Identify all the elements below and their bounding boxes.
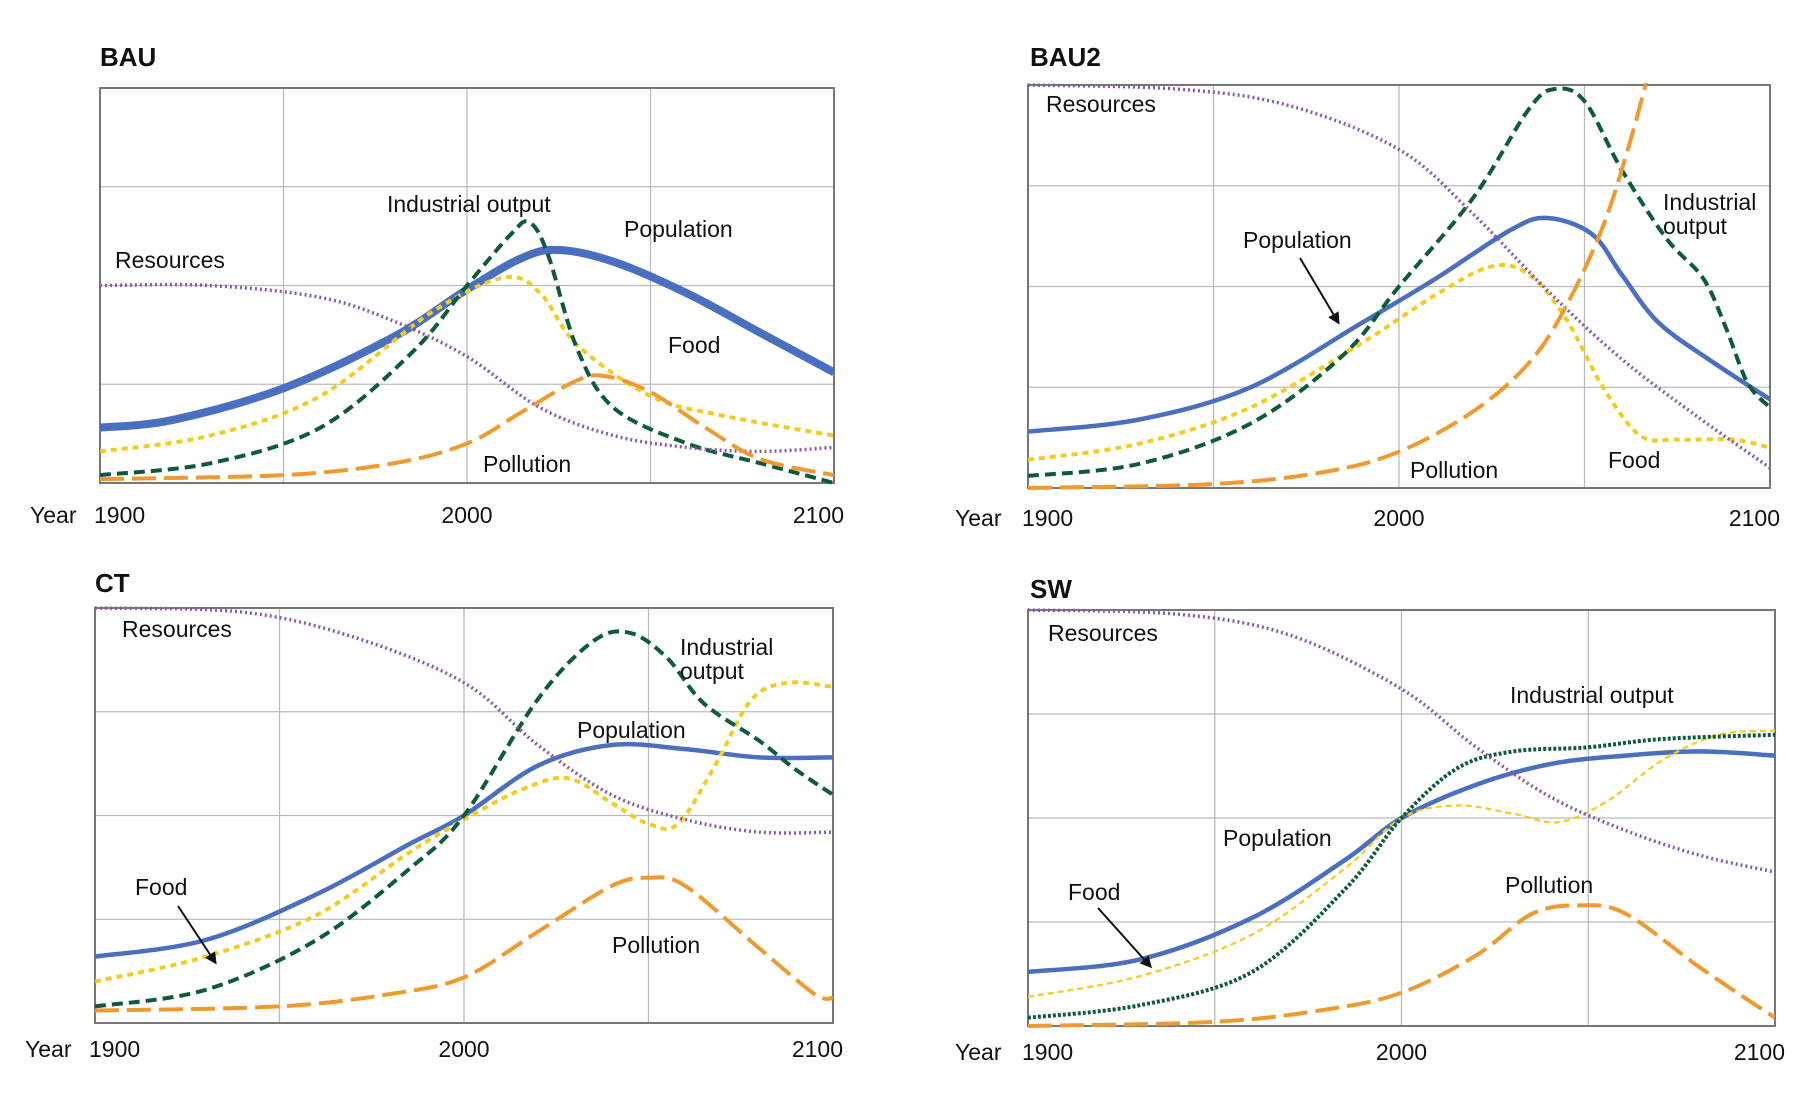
x-tick-label: 2000 xyxy=(1373,505,1424,531)
pointer-arrow xyxy=(177,905,217,965)
panel-bau: BAU Year 1900 2000 2100 Resources Industrial o… xyxy=(30,42,844,528)
x-tick-label: 2100 xyxy=(792,1036,843,1062)
curve-label-population: Population xyxy=(1223,825,1332,851)
series-food xyxy=(100,274,834,454)
series-food xyxy=(95,680,833,984)
panel-title: BAU2 xyxy=(1030,42,1101,72)
curve-label-resources: Resources xyxy=(115,247,225,273)
x-tick-label: 2100 xyxy=(793,502,844,528)
curve-label-food: Food xyxy=(1068,879,1120,905)
series-pollution xyxy=(1028,903,1775,1028)
curve-label-population: Population xyxy=(1243,227,1352,253)
x-axis-label: Year xyxy=(955,1039,1002,1065)
panel-sw: SW Year 1900 2000 2100 Resources Industrial ou… xyxy=(955,574,1785,1065)
panel-title: BAU xyxy=(100,42,156,72)
x-axis-label: Year xyxy=(955,505,1002,531)
x-tick-label: 1900 xyxy=(1022,1039,1073,1065)
series-pollution xyxy=(95,875,833,1013)
series-resources xyxy=(95,606,833,835)
x-axis-label: Year xyxy=(25,1036,72,1062)
panel-bau2: BAU2 Year 1900 2000 2100 Resources Industrialo… xyxy=(955,42,1780,531)
curve-label-industrial-output: Industrial xyxy=(680,634,773,660)
plot-frame xyxy=(1027,609,1776,1027)
x-tick-label: 1900 xyxy=(94,502,145,528)
series-population xyxy=(1028,215,1770,434)
panel-title: SW xyxy=(1030,574,1072,604)
x-tick-label: 2100 xyxy=(1729,505,1780,531)
pointer-arrow xyxy=(1299,257,1340,325)
plot-frame xyxy=(1027,84,1771,489)
curve-label-resources: Resources xyxy=(1048,620,1158,646)
series-group xyxy=(1028,83,1770,490)
curve-label-industrial-output-line2: output xyxy=(680,658,745,684)
curve-label-industrial-output-line2: output xyxy=(1663,213,1728,239)
x-tick-label: 1900 xyxy=(89,1036,140,1062)
x-tick-label: 2000 xyxy=(1376,1039,1427,1065)
series-group xyxy=(100,219,834,485)
x-tick-label: 1900 xyxy=(1022,505,1073,531)
curve-label-industrial-output: Industrial xyxy=(1663,189,1756,215)
curve-label-resources: Resources xyxy=(122,616,232,642)
series-resources xyxy=(1028,608,1775,874)
curve-label-pollution: Pollution xyxy=(1410,457,1498,483)
x-axis-label: Year xyxy=(30,502,77,528)
curve-label-food: Food xyxy=(1608,447,1660,473)
curve-label-resources: Resources xyxy=(1046,91,1156,117)
curve-label-food: Food xyxy=(135,874,187,900)
series-industrial-output xyxy=(1028,86,1770,478)
curve-label-pollution: Pollution xyxy=(612,932,700,958)
curve-label-industrial-output: Industrial output xyxy=(387,191,551,217)
curve-label-population: Population xyxy=(624,216,733,242)
series-industrial-output xyxy=(100,219,834,485)
series-pollution xyxy=(1028,83,1649,490)
series-food xyxy=(1028,262,1770,462)
series-population xyxy=(1028,749,1775,975)
series-resources xyxy=(100,282,834,454)
series-group xyxy=(1028,608,1775,1028)
curve-label-industrial-output: Industrial output xyxy=(1510,682,1674,708)
panel-ct: CT Year 1900 2000 2100 Resources Industrialout… xyxy=(25,568,843,1062)
series-pollution xyxy=(100,373,834,482)
series-population xyxy=(100,245,834,432)
pointer-arrow xyxy=(1097,907,1153,969)
panel-title: CT xyxy=(95,568,130,598)
curve-label-pollution: Pollution xyxy=(1505,872,1593,898)
curve-label-food: Food xyxy=(668,332,720,358)
series-food xyxy=(1028,729,1775,998)
series-group xyxy=(95,606,833,1013)
curve-label-pollution: Pollution xyxy=(483,451,571,477)
x-tick-label: 2100 xyxy=(1734,1039,1785,1065)
plot-frame xyxy=(94,607,834,1024)
x-tick-label: 2000 xyxy=(438,1036,489,1062)
x-tick-label: 2000 xyxy=(441,502,492,528)
series-resources xyxy=(1028,83,1770,470)
curve-label-population: Population xyxy=(577,717,686,743)
series-industrial-output xyxy=(1028,732,1775,1020)
series-industrial-output xyxy=(95,629,833,1009)
series-population xyxy=(95,741,833,959)
